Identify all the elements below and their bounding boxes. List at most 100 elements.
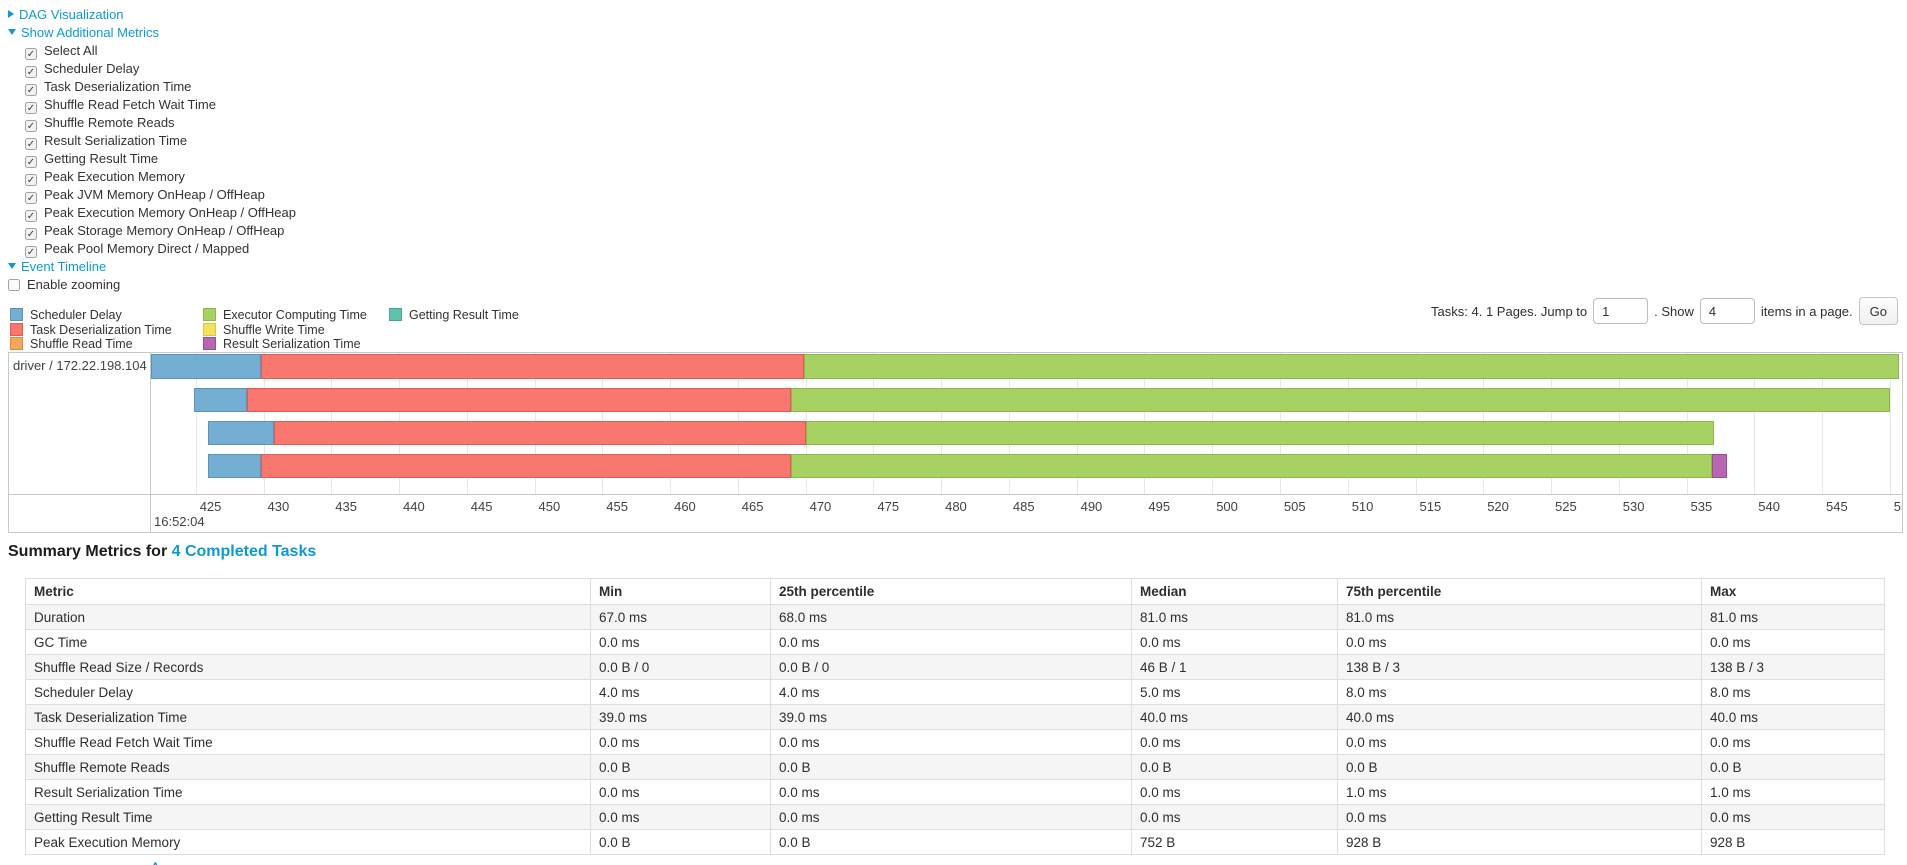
dag-visualization-toggle[interactable]: DAG Visualization [8,7,124,22]
metric-value-cell: 81.0 ms [1701,604,1885,630]
timeline-axis: 16:52:04 425 430 435 440 445 450 455 460 465 470 4… [151,495,1902,532]
metric-name-cell: Task Deserialization Time [25,704,591,730]
gridline [1822,353,1823,494]
task-segment-executor-computing[interactable] [790,454,1713,478]
jump-to-page-input[interactable] [1593,298,1649,324]
task-segment-task-deserialization[interactable] [260,354,805,379]
task-timeline-row [151,454,1902,478]
task-segment-scheduler-delay[interactable] [151,354,261,379]
legend-label: Task Deserialization Time [30,322,172,337]
axis-tick-label: 495 [1148,499,1171,514]
gridline [1889,353,1891,494]
legend-item: Executor Computing Time [203,308,367,323]
metric-checkbox-row: ✓ Scheduler Delay [25,60,296,78]
metric-checkbox-row: ✓ Peak Storage Memory OnHeap / OffHeap [25,222,296,240]
task-segment-task-deserialization[interactable] [260,454,791,478]
metric-value-cell: 928 B [1701,829,1885,855]
legend-label: Executor Computing Time [223,308,367,322]
task-segment-scheduler-delay[interactable] [207,454,261,478]
stage-page-nav: DAG Visualization Show Additional Metric… [8,6,296,294]
metric-value-cell: 0.0 ms [590,629,771,655]
event-timeline-toggle[interactable]: Event Timeline [8,259,106,274]
metric-checkbox[interactable]: ✓ [25,66,37,78]
metric-checkbox[interactable]: ✓ [25,174,37,186]
completed-tasks-link[interactable]: 4 Completed Tasks [171,543,317,560]
task-segment-scheduler-delay[interactable] [207,421,275,445]
metric-value-cell: 138 B / 3 [1337,654,1702,680]
task-segment-result-serialization[interactable] [1712,454,1728,478]
event-timeline-label: Event Timeline [21,259,107,274]
metric-value-cell: 0.0 ms [1337,729,1702,755]
metric-value-cell: 0.0 ms [770,629,1132,655]
metric-checkbox-label: Select All [44,43,98,58]
metric-value-cell: 8.0 ms [1337,679,1702,705]
go-button[interactable]: Go [1858,297,1898,325]
axis-tick-label: 525 [1555,499,1577,514]
metric-value-cell: 0.0 B / 0 [590,654,771,680]
task-segment-executor-computing[interactable] [790,388,1890,412]
items-per-page-text: items in a page. [1760,303,1853,319]
metric-value-cell: 138 B / 3 [1701,654,1885,680]
metric-checkbox-label: Getting Result Time [44,151,159,166]
metric-checkbox-label: Peak Pool Memory Direct / Mapped [44,241,250,256]
summary-title-prefix: Summary Metrics for [8,543,172,560]
summary-metrics-title: Summary Metrics for 4 Completed Tasks [8,543,316,561]
metric-value-cell: 0.0 ms [1131,629,1338,655]
metric-name-cell: Getting Result Time [25,804,591,830]
metric-checkbox[interactable]: ✓ [25,102,37,114]
gridline [1754,353,1756,494]
metric-checkbox[interactable]: ✓ [25,228,37,240]
executor-label-column: driver / 172.22.198.104 [9,353,151,532]
metric-value-cell: 81.0 ms [1131,604,1338,630]
metric-value-cell: 39.0 ms [770,704,1132,730]
legend-label: Result Serialization Time [223,337,361,352]
metric-checkbox[interactable]: ✓ [25,84,37,96]
metric-checkbox[interactable]: ✓ [25,48,37,60]
axis-tick-label: 435 [335,499,357,514]
metric-checkbox[interactable]: ✓ [25,156,37,168]
shuffle-read-swatch-icon [10,337,23,351]
enable-zooming-checkbox[interactable] [8,279,20,291]
metric-checkbox-label: Peak Execution Memory OnHeap / OffHeap [44,205,296,220]
metric-checkbox-label: Result Serialization Time [44,133,188,148]
task-segment-executor-computing[interactable] [804,354,1900,379]
show-additional-metrics-toggle[interactable]: Show Additional Metrics [8,25,159,40]
task-segment-executor-computing[interactable] [805,421,1714,445]
metric-value-cell: 0.0 B [1131,754,1338,780]
axis-tick-label: 465 [741,499,764,514]
metric-name-cell: Shuffle Remote Reads [25,754,591,780]
axis-tick-label: 535 [1690,499,1713,514]
axis-time-label: 16:52:04 [154,514,205,529]
metric-checkbox[interactable]: ✓ [25,120,37,132]
items-per-page-input[interactable] [1699,298,1755,324]
task-segment-task-deserialization[interactable] [274,421,806,445]
axis-tick-label: 515 [1419,499,1442,514]
axis-tick-label: 510 [1351,499,1374,514]
column-header: Metric [25,578,591,605]
column-header: 25th percentile [770,578,1132,605]
metric-value-cell: 4.0 ms [590,679,771,705]
metric-value-cell: 46 B / 1 [1131,654,1338,680]
metric-value-cell: 0.0 ms [590,779,771,805]
metric-name-cell: Peak Execution Memory [25,829,591,855]
task-segment-scheduler-delay[interactable] [194,388,248,412]
task-pagination: Tasks: 4. 1 Pages. Jump to . Show items … [1431,296,1898,326]
metric-checkbox[interactable]: ✓ [25,210,37,222]
metric-value-cell: 67.0 ms [590,604,771,630]
metric-checkbox[interactable]: ✓ [25,192,37,204]
metric-name-cell: Shuffle Read Fetch Wait Time [25,729,591,755]
task-segment-task-deserialization[interactable] [247,388,791,412]
metric-checkbox[interactable]: ✓ [25,246,37,258]
legend-column: Getting Result Time [389,308,519,323]
metric-checkbox[interactable]: ✓ [25,138,37,150]
metric-value-cell: 0.0 B [770,829,1132,855]
metric-value-cell: 0.0 ms [1131,779,1338,805]
axis-tick-label: 460 [674,499,696,514]
metric-checkbox-row: ✓ Peak Execution Memory OnHeap / OffHeap [25,204,296,222]
metric-name-cell: Shuffle Read Size / Records [25,654,591,680]
metric-checkbox-row: ✓ Peak Pool Memory Direct / Mapped [25,240,296,258]
gridline [195,353,197,494]
metric-checkbox-list: ✓ Select All ✓ Scheduler Delay ✓ Task Deseria… [8,42,296,258]
metric-value-cell: 40.0 ms [1701,704,1885,730]
legend-label: Shuffle Write Time [223,322,325,337]
